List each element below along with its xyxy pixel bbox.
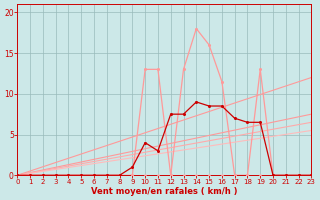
X-axis label: Vent moyen/en rafales ( km/h ): Vent moyen/en rafales ( km/h ) [91, 187, 237, 196]
